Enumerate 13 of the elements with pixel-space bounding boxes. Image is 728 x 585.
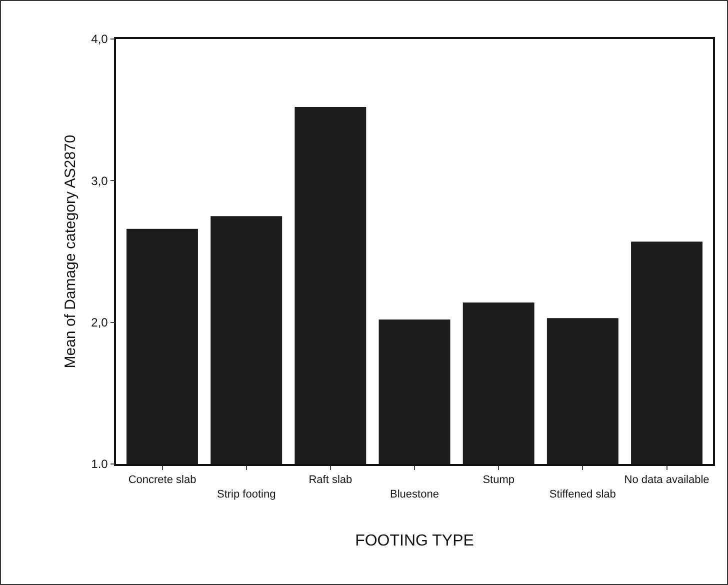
y-tick-label: 1.0 (91, 457, 108, 472)
x-tick-label: No data available (624, 474, 710, 486)
x-tick-label: Stump (482, 474, 514, 486)
y-tick-label: 3,0 (91, 174, 108, 188)
y-tick-label: 2,0 (91, 316, 108, 330)
x-tick-label: Bluestone (390, 488, 439, 500)
x-tick-label: Concrete slab (128, 474, 196, 486)
x-tick-label: Raft slab (308, 474, 352, 486)
x-axis-title: FOOTING TYPE (355, 532, 474, 550)
y-tick-label: 4,0 (91, 32, 108, 46)
y-axis-title: Mean of Damage category AS2870 (62, 134, 79, 368)
x-tick-label: Strip footing (216, 488, 276, 500)
x-tick-label: Stiffened slab (549, 488, 616, 500)
